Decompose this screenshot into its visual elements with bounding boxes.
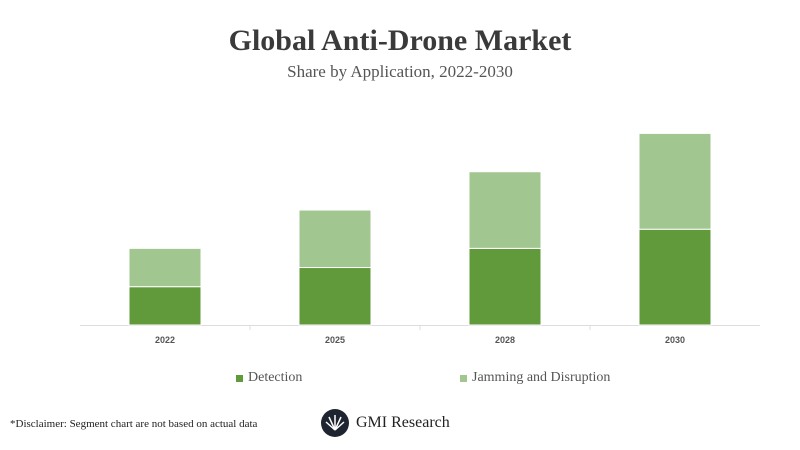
disclaimer: *Disclaimer: Segment chart are not based… <box>10 418 258 430</box>
legend-swatch <box>460 374 467 382</box>
bar-detection-2025 <box>298 267 372 326</box>
bar-detection-2030 <box>638 228 712 326</box>
legend-jamming: Jamming and Disruption <box>460 370 610 386</box>
bar-jamming-2030 <box>638 132 712 230</box>
bar-jamming-2028 <box>468 171 542 249</box>
logo-icon <box>321 409 349 437</box>
bar-jamming-2025 <box>298 209 372 269</box>
bar-detection-2028 <box>468 247 542 326</box>
x-tick-label: 2030 <box>665 335 685 345</box>
chart-subtitle: Share by Application, 2022-2030 <box>287 62 513 81</box>
chart-title: Global Anti-Drone Market <box>228 24 572 57</box>
gmi-logo: GMI Research <box>320 408 450 438</box>
legend-detection: Detection <box>236 370 302 386</box>
legend-label: Jamming and Disruption <box>472 370 611 385</box>
legend-swatch <box>236 374 243 382</box>
x-tick-label: 2028 <box>495 335 515 345</box>
legend-label: Detection <box>248 370 303 385</box>
bar-detection-2022 <box>128 286 202 326</box>
logo-text: GMI Research <box>356 414 450 431</box>
x-tick-label: 2022 <box>155 335 175 345</box>
bar-jamming-2022 <box>128 247 202 288</box>
stacked-bar-chart: 2022 2025 2028 2030 <box>80 132 760 345</box>
x-tick-label: 2025 <box>325 335 345 345</box>
